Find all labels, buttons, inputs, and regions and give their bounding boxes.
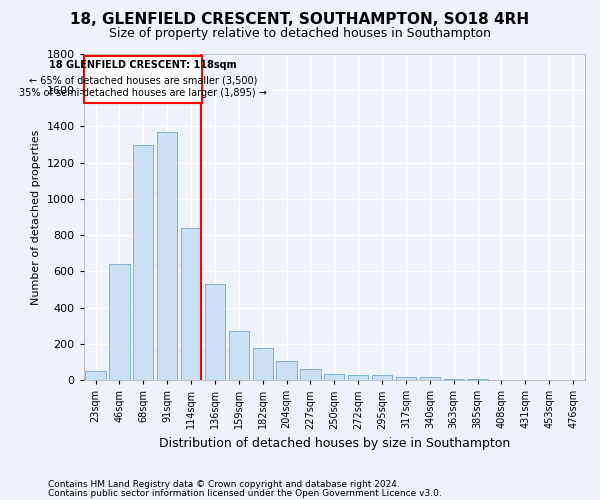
Bar xyxy=(181,228,201,380)
Bar xyxy=(467,379,488,380)
Text: 18, GLENFIELD CRESCENT, SOUTHAMPTON, SO18 4RH: 18, GLENFIELD CRESCENT, SOUTHAMPTON, SO1… xyxy=(70,12,530,28)
Text: Contains HM Land Registry data © Crown copyright and database right 2024.: Contains HM Land Registry data © Crown c… xyxy=(48,480,400,489)
Bar xyxy=(205,284,225,380)
Bar xyxy=(109,264,130,380)
Bar xyxy=(229,331,249,380)
FancyBboxPatch shape xyxy=(84,56,202,103)
Bar xyxy=(157,132,178,380)
Bar xyxy=(133,144,154,380)
Text: 35% of semi-detached houses are larger (1,895) →: 35% of semi-detached houses are larger (… xyxy=(19,88,267,99)
Text: Contains public sector information licensed under the Open Government Licence v3: Contains public sector information licen… xyxy=(48,490,442,498)
Bar xyxy=(419,377,440,380)
Bar xyxy=(253,348,273,380)
Text: Size of property relative to detached houses in Southampton: Size of property relative to detached ho… xyxy=(109,28,491,40)
X-axis label: Distribution of detached houses by size in Southampton: Distribution of detached houses by size … xyxy=(158,437,510,450)
Bar xyxy=(348,374,368,380)
Bar xyxy=(443,379,464,380)
Text: ← 65% of detached houses are smaller (3,500): ← 65% of detached houses are smaller (3,… xyxy=(29,76,257,86)
Bar xyxy=(324,374,344,380)
Y-axis label: Number of detached properties: Number of detached properties xyxy=(31,130,41,305)
Text: 18 GLENFIELD CRESCENT: 118sqm: 18 GLENFIELD CRESCENT: 118sqm xyxy=(49,60,237,70)
Bar xyxy=(85,371,106,380)
Bar xyxy=(277,361,297,380)
Bar xyxy=(300,369,320,380)
Bar xyxy=(396,376,416,380)
Bar xyxy=(372,375,392,380)
